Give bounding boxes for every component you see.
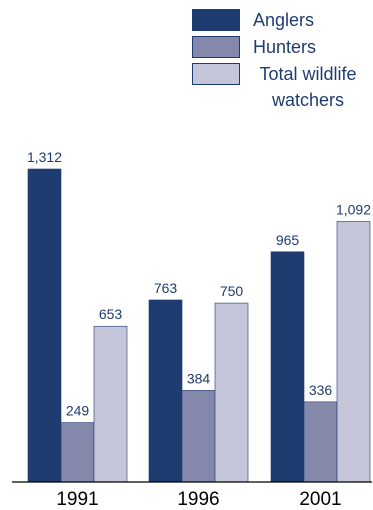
value-label-hunters-1996: 384 <box>187 370 211 386</box>
bar-anglers-1991 <box>27 168 62 483</box>
value-label-total-wildlife-watchers-1996: 750 <box>220 283 244 299</box>
x-tick-label-1996: 1996 <box>177 489 219 510</box>
bar-hunters-2001 <box>303 401 338 483</box>
value-label-hunters-1991: 249 <box>66 403 90 419</box>
value-label-anglers-1996: 763 <box>154 280 178 296</box>
legend-label-anglers: Anglers <box>253 10 315 30</box>
legend-swatch-hunters <box>192 36 240 58</box>
value-label-anglers-1991: 1,312 <box>27 149 62 165</box>
value-label-total-wildlife-watchers-1991: 653 <box>99 306 123 322</box>
legend-label-watchers: Total wildlife watchers <box>259 64 357 110</box>
value-label-anglers-2001: 965 <box>276 232 300 248</box>
bar-total-wildlife-watchers-1996 <box>214 302 249 483</box>
bar-total-wildlife-watchers-2001 <box>336 221 371 483</box>
legend-swatch-anglers <box>192 9 240 31</box>
legend-label-hunters: Hunters <box>253 37 317 57</box>
legend-swatch-watchers <box>192 63 240 85</box>
bar-anglers-2001 <box>270 251 305 483</box>
x-tick-label-1991: 1991 <box>56 489 98 510</box>
x-tick-label-2001: 2001 <box>299 489 341 510</box>
x-tick-labels-group: 1991 1996 2001 <box>56 489 341 510</box>
bars-group <box>27 168 371 483</box>
bar-hunters-1991 <box>60 422 95 483</box>
value-label-hunters-2001: 336 <box>309 382 333 398</box>
bar-hunters-1996 <box>181 390 216 483</box>
value-labels-group: 1,312 249 653 763 384 750 965 336 1,092 <box>27 149 371 419</box>
value-label-total-wildlife-watchers-2001: 1,092 <box>336 201 371 217</box>
bar-anglers-1996 <box>148 299 183 483</box>
bar-total-wildlife-watchers-1991 <box>93 325 128 483</box>
